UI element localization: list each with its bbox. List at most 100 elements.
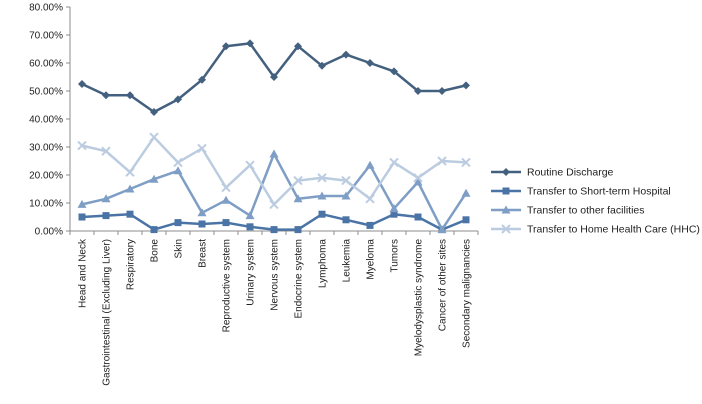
data-point [366, 59, 374, 67]
data-point [149, 174, 159, 183]
data-point [269, 149, 279, 158]
data-point [294, 226, 302, 234]
legend-marker [501, 205, 511, 214]
data-point [173, 157, 183, 168]
y-tick-label: 80.00% [29, 3, 63, 14]
x-tick-label: Reproductive system [222, 239, 233, 332]
data-point [341, 175, 351, 186]
y-tick-label: 10.00% [29, 199, 63, 210]
data-point [101, 146, 111, 156]
data-point [246, 39, 254, 48]
data-point [318, 61, 326, 70]
data-point [389, 204, 399, 213]
x-tick-label: Lymphoma [318, 239, 329, 289]
data-point [222, 42, 230, 51]
data-point [390, 67, 398, 76]
data-point [126, 210, 134, 218]
data-point [245, 211, 255, 220]
y-tick-label: 70.00% [29, 31, 63, 42]
legend-label: Routine Discharge [527, 167, 614, 179]
data-point [413, 177, 423, 186]
legend-label: Transfer to other facilities [527, 205, 645, 217]
data-point [197, 143, 207, 154]
x-tick-label: Endocrine system [294, 239, 305, 318]
data-point [150, 226, 158, 234]
data-point [78, 80, 86, 88]
data-point [366, 221, 374, 229]
x-tick-label: Urinary system [246, 239, 257, 306]
data-point [342, 50, 350, 59]
data-point [197, 208, 207, 217]
series-layer [77, 39, 471, 234]
data-point [102, 212, 110, 220]
data-point [414, 87, 422, 95]
x-tick-label: Skin [174, 239, 185, 258]
data-point [413, 173, 423, 183]
data-point [174, 95, 182, 104]
y-tick-label: 20.00% [29, 171, 63, 182]
data-point [438, 87, 446, 95]
data-point [341, 191, 351, 200]
x-tick-label: Bone [150, 239, 161, 263]
y-tick-label: 60.00% [29, 59, 63, 70]
data-point [125, 167, 135, 177]
data-point [174, 219, 182, 227]
data-point [126, 91, 134, 100]
data-point [437, 156, 447, 166]
data-point [318, 210, 326, 218]
legend-item: Routine Discharge [491, 167, 614, 179]
data-point [78, 213, 86, 221]
data-point [77, 140, 87, 151]
data-point [221, 195, 231, 204]
data-point [342, 216, 350, 224]
data-point [389, 157, 399, 168]
data-point [294, 42, 302, 51]
data-point [293, 175, 303, 186]
data-point [101, 194, 111, 203]
legend-item: Transfer to Short-term Hospital [491, 186, 671, 198]
legend-label: Transfer to Home Health Care (HHC) [527, 224, 700, 236]
data-point [198, 220, 206, 228]
y-tick-label: 50.00% [29, 87, 63, 98]
data-point [269, 199, 279, 210]
x-tick-label: Leukemia [342, 239, 353, 283]
x-tick-label: Cancer of other sites [438, 239, 449, 331]
x-tick-label: Gastrointestinal (Excluding Liver) [102, 239, 113, 386]
data-point [437, 225, 447, 234]
legend-marker [502, 187, 510, 195]
data-point [461, 157, 471, 168]
data-point [221, 182, 231, 193]
data-point [270, 226, 278, 234]
x-tick-label: Respiratory [126, 239, 137, 290]
x-tick-label: Head and Neck [78, 238, 89, 308]
legend: Routine Discharge Transfer to Short-term … [491, 167, 700, 236]
y-tick-label: 0.00% [35, 227, 63, 238]
data-point [77, 199, 87, 208]
x-tick-label: Myeloma [366, 239, 377, 280]
x-tick-label: Secondary malignancies [462, 239, 473, 348]
data-point [245, 160, 255, 170]
data-point [125, 184, 135, 193]
series-4 [77, 132, 471, 210]
data-point [317, 173, 327, 183]
x-tick-label: Nervous system [270, 239, 281, 311]
data-point [462, 81, 470, 90]
series-2 [78, 210, 470, 234]
legend-marker [501, 224, 511, 234]
series-3 [77, 149, 471, 234]
data-point [102, 91, 110, 100]
data-point [365, 194, 375, 204]
legend-item: Transfer to Home Health Care (HHC) [491, 224, 700, 236]
data-point [198, 75, 206, 84]
series-1 [78, 39, 470, 116]
y-axis: 0.00% 10.00% 20.00% 30.00% 40.00% 50.00% 60.00… [29, 3, 71, 238]
data-point [390, 210, 398, 218]
x-tick-label: Tumors [390, 239, 401, 273]
data-point [246, 223, 254, 231]
x-tick-label: Breast [198, 239, 209, 268]
data-point [293, 194, 303, 203]
data-point [461, 188, 471, 197]
legend-marker [502, 168, 510, 176]
y-tick-label: 30.00% [29, 143, 63, 154]
